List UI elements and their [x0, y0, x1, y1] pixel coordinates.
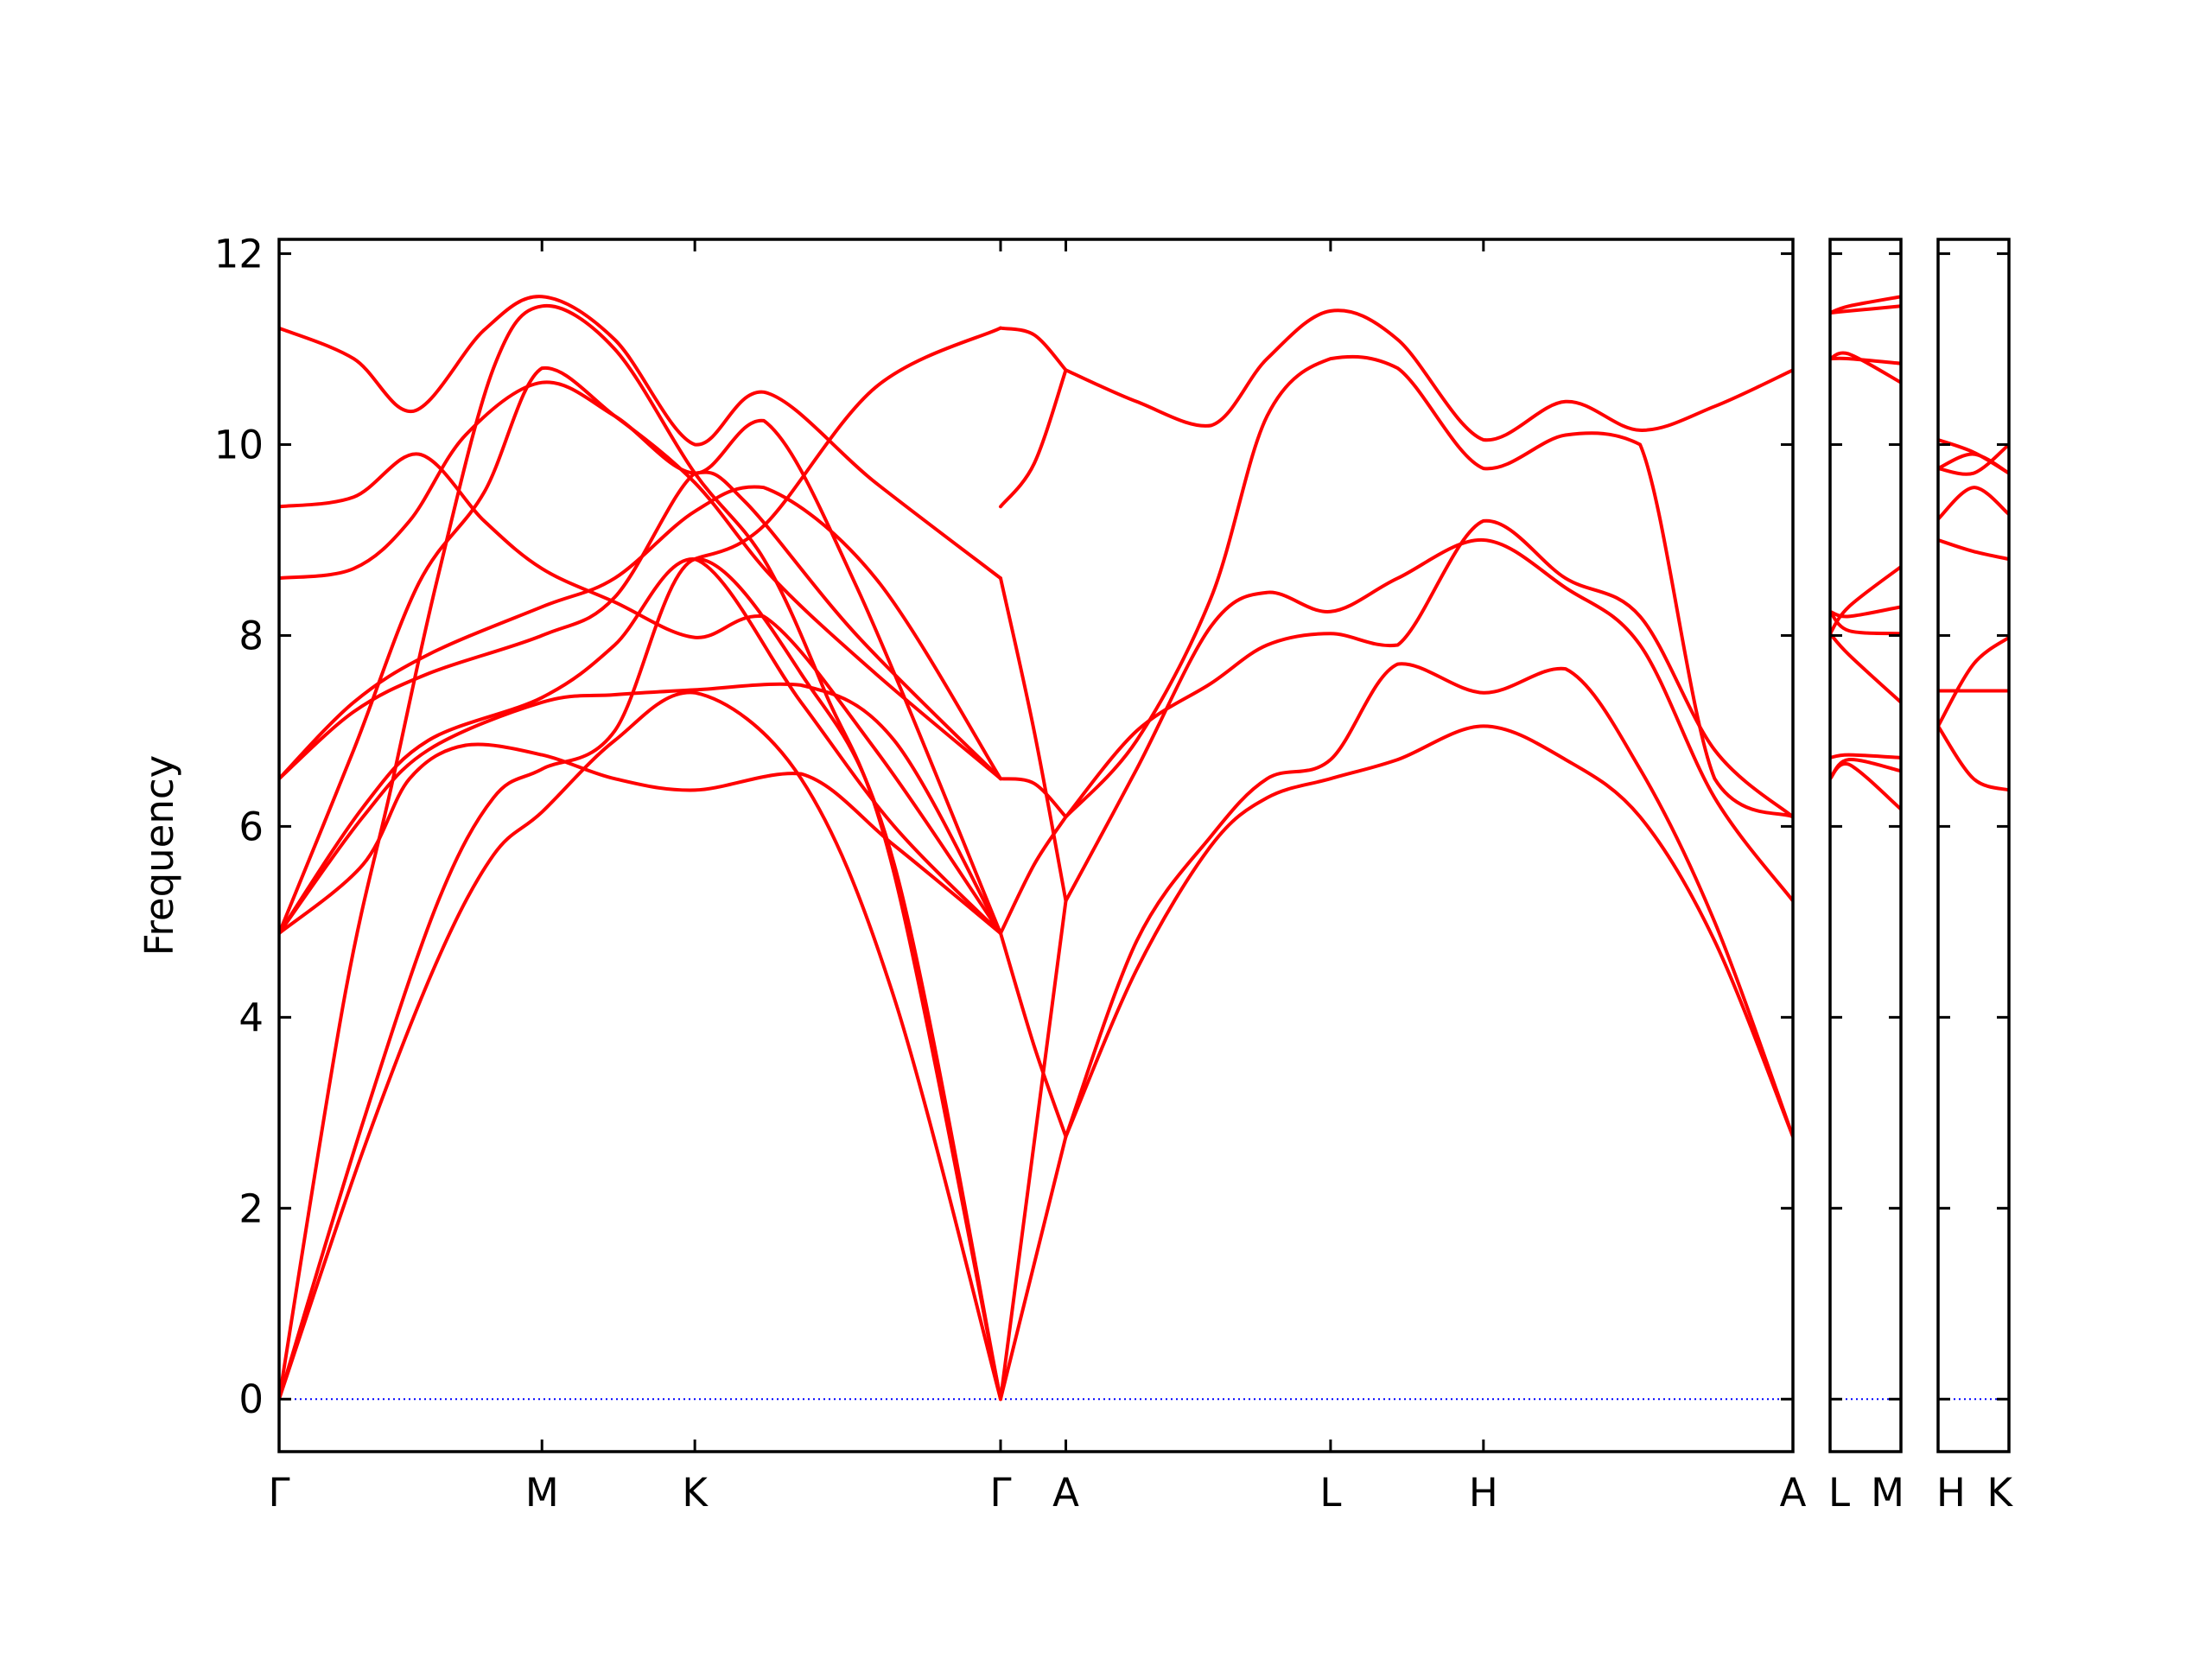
- band-branch-0-4: [279, 682, 1002, 936]
- band-branch-0-13: [999, 1135, 1068, 1402]
- band-branch-0-19: [999, 368, 1068, 509]
- band-branch-0-25: [1064, 354, 1793, 819]
- y-tick-label: 6: [238, 804, 264, 849]
- band-branch-0-16: [999, 815, 1068, 936]
- band-branch-0-21: [1064, 724, 1793, 1139]
- x-tick-label: H: [1469, 1470, 1498, 1516]
- band-branch-1-1: [1830, 758, 1901, 781]
- band-branch-1-8: [1830, 356, 1901, 365]
- x-tick-label: L: [1828, 1470, 1850, 1516]
- band-branch-0-18: [999, 576, 1068, 903]
- x-tick-label: K: [1986, 1470, 2013, 1516]
- x-tick-label: Γ: [989, 1470, 1011, 1516]
- band-branch-1-6: [1830, 564, 1901, 636]
- band-branch-0-3: [279, 742, 1002, 936]
- band-branch-0-6: [279, 470, 1002, 781]
- x-tick-label: A: [1052, 1470, 1079, 1516]
- band-branch-1-5: [1830, 605, 1901, 619]
- x-tick-label: Γ: [268, 1470, 289, 1516]
- x-tick-label: K: [682, 1470, 709, 1516]
- x-tick-label: M: [525, 1470, 559, 1516]
- band-branch-0-5: [279, 557, 1002, 936]
- band-branch-0-9: [279, 380, 1002, 936]
- band-branch-0-12: [693, 326, 1002, 562]
- band-branch-0-15: [999, 931, 1068, 1139]
- y-tick-label: 0: [238, 1376, 264, 1422]
- band-branch-2-1: [1938, 635, 2009, 728]
- plot-frame: [1828, 238, 1903, 1453]
- band-branch-1-2: [1830, 753, 1901, 760]
- y-tick-label: 8: [238, 613, 264, 658]
- x-tick-label: H: [1936, 1470, 1966, 1516]
- x-tick-label: L: [1319, 1470, 1341, 1516]
- plot-frame: [277, 238, 1795, 1453]
- band-branch-0-1: [279, 557, 1002, 1402]
- y-tick-label: 12: [214, 232, 264, 277]
- band-branch-2-0: [1938, 724, 2009, 792]
- band-branch-1-0: [1830, 762, 1901, 811]
- band-branch-0-14: [999, 899, 1068, 1402]
- band-branch-0-22: [1064, 662, 1793, 1139]
- band-branch-0-24: [1064, 518, 1793, 819]
- band-branch-0-23: [1064, 537, 1793, 903]
- plot-frame: [1936, 238, 2011, 1453]
- band-branch-0-8: [279, 365, 1002, 936]
- band-branch-0-20: [999, 326, 1068, 372]
- band-branch-0-0: [279, 690, 1002, 1402]
- band-branch-1-4: [1830, 609, 1901, 636]
- band-branch-0-26: [1064, 308, 1793, 442]
- x-tick-label: M: [1871, 1470, 1904, 1516]
- band-branch-2-4: [1938, 486, 2009, 521]
- band-branch-1-7: [1830, 351, 1901, 385]
- band-branch-1-3: [1830, 632, 1901, 704]
- y-axis-label: Frequency: [137, 755, 182, 956]
- band-branch-2-3: [1938, 538, 2009, 562]
- band-branch-0-11: [279, 295, 1002, 581]
- band-branch-0-7: [279, 485, 1002, 781]
- y-tick-label: 10: [214, 423, 264, 468]
- y-tick-label: 4: [238, 995, 264, 1040]
- band-branch-0-10: [279, 452, 1002, 936]
- y-tick-label: 2: [238, 1185, 264, 1231]
- band-branch-2-5: [1938, 442, 2009, 476]
- band-branch-1-10: [1830, 295, 1901, 315]
- x-tick-label: A: [1780, 1470, 1807, 1516]
- band-branch-0-17: [999, 777, 1068, 819]
- band-branch-2-7: [1938, 438, 2009, 475]
